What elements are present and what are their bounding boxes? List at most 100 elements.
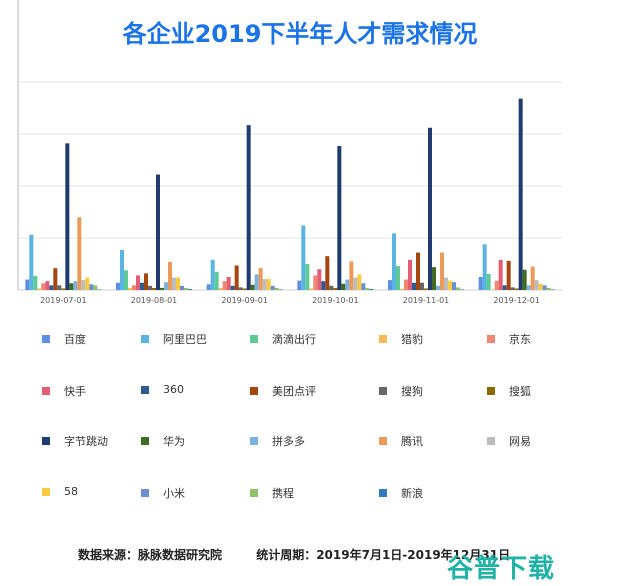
legend-swatch xyxy=(141,335,149,343)
bar-360-2019-10-01 xyxy=(321,281,326,290)
bar-搜狐-2019-12-01 xyxy=(514,288,519,290)
bar-网易-2019-07-01 xyxy=(81,280,86,290)
bar-搜狐-2019-11-01 xyxy=(424,288,428,290)
bar-京东-2019-07-01 xyxy=(41,283,46,290)
bar-阿里巴巴-2019-11-01 xyxy=(392,233,396,290)
legend-item[interactable]: 华为 xyxy=(141,433,185,449)
data-source: 数据来源：脉脉数据研究院 xyxy=(78,548,223,562)
legend-label: 58 xyxy=(64,485,78,498)
bar-华为-2019-07-01 xyxy=(69,283,74,290)
legend-item[interactable]: 快手 xyxy=(42,383,86,399)
legend-swatch xyxy=(141,437,149,445)
legend-item[interactable]: 字节跳动 xyxy=(42,433,108,449)
bar-携程-2019-07-01 xyxy=(93,285,98,290)
bar-携程-2019-09-01 xyxy=(274,287,279,290)
bar-携程-2019-12-01 xyxy=(546,287,551,290)
bar-京东-2019-09-01 xyxy=(222,281,227,290)
bar-拼多多-2019-12-01 xyxy=(526,285,531,290)
bar-携程-2019-10-01 xyxy=(365,287,370,290)
bar-腾讯-2019-11-01 xyxy=(440,252,444,290)
legend-label: 华为 xyxy=(163,435,185,448)
bar-快手-2019-10-01 xyxy=(317,269,322,290)
bar-滴滴出行-2019-07-01 xyxy=(33,275,38,290)
legend-item[interactable]: 滴滴出行 xyxy=(250,331,316,347)
bar-快手-2019-11-01 xyxy=(408,259,412,290)
bar-滴滴出行-2019-08-01 xyxy=(124,270,128,290)
legend-item[interactable]: 新浪 xyxy=(379,485,423,501)
legend-label: 美团点评 xyxy=(272,385,316,398)
bar-新浪-2019-11-01 xyxy=(460,289,464,290)
bar-新浪-2019-07-01 xyxy=(97,289,102,290)
bar-360-2019-08-01 xyxy=(140,282,144,290)
legend-item[interactable]: 猎豹 xyxy=(379,331,423,347)
legend-item[interactable]: 携程 xyxy=(250,485,294,501)
legend-item[interactable]: 360 xyxy=(141,383,184,396)
bar-百度-2019-10-01 xyxy=(297,280,302,290)
legend-swatch xyxy=(487,437,495,445)
legend-item[interactable]: 搜狗 xyxy=(379,383,423,399)
x-tick-label: 2019-12-01 xyxy=(493,296,540,305)
bar-美团点评-2019-12-01 xyxy=(506,260,511,290)
bar-华为-2019-11-01 xyxy=(432,267,436,290)
bar-搜狗-2019-12-01 xyxy=(510,287,515,290)
bar-美团点评-2019-10-01 xyxy=(325,256,330,290)
legend-item[interactable]: 58 xyxy=(42,485,78,498)
bar-美团点评-2019-11-01 xyxy=(416,252,420,290)
bar-腾讯-2019-10-01 xyxy=(349,261,354,290)
bar-滴滴出行-2019-11-01 xyxy=(396,266,400,290)
watermark: 谷普下载 xyxy=(447,554,556,584)
x-tick-label: 2019-09-01 xyxy=(221,296,268,305)
bar-小米-2019-09-01 xyxy=(270,285,275,290)
bar-搜狗-2019-08-01 xyxy=(148,285,152,290)
legend-item[interactable]: 小米 xyxy=(141,485,185,501)
legend-swatch xyxy=(42,487,50,496)
legend-label: 字节跳动 xyxy=(64,435,108,448)
bar-拼多多-2019-07-01 xyxy=(73,281,78,290)
bar-拼多多-2019-09-01 xyxy=(254,274,259,290)
legend-item[interactable]: 拼多多 xyxy=(250,433,305,449)
legend-item[interactable]: 京东 xyxy=(487,331,531,347)
x-tick-label: 2019-08-01 xyxy=(131,296,178,305)
bar-拼多多-2019-10-01 xyxy=(345,279,350,290)
bar-新浪-2019-10-01 xyxy=(369,288,374,290)
legend-label: 网易 xyxy=(509,435,531,448)
legend-swatch xyxy=(379,335,387,343)
legend-label: 搜狐 xyxy=(509,385,531,398)
legend-item[interactable]: 美团点评 xyxy=(250,383,316,399)
bar-滴滴出行-2019-10-01 xyxy=(305,264,310,290)
bar-阿里巴巴-2019-12-01 xyxy=(482,244,487,290)
legend-item[interactable]: 腾讯 xyxy=(379,433,423,449)
bar-华为-2019-09-01 xyxy=(250,284,255,290)
bar-小米-2019-07-01 xyxy=(89,284,94,290)
bar-字节跳动-2019-12-01 xyxy=(518,98,523,290)
bar-字节跳动-2019-08-01 xyxy=(156,174,160,290)
legend-label: 滴滴出行 xyxy=(272,333,316,346)
bar-百度-2019-08-01 xyxy=(116,282,120,290)
bar-快手-2019-08-01 xyxy=(136,275,140,290)
bar-58-2019-07-01 xyxy=(85,277,90,290)
bar-京东-2019-12-01 xyxy=(494,280,499,290)
legend-item[interactable]: 搜狐 xyxy=(487,383,531,399)
legend-label: 360 xyxy=(163,383,184,396)
legend-item[interactable]: 网易 xyxy=(487,433,531,449)
bar-58-2019-12-01 xyxy=(538,283,543,290)
bar-百度-2019-12-01 xyxy=(478,277,483,290)
bar-搜狐-2019-08-01 xyxy=(152,287,156,290)
footer: 数据来源：脉脉数据研究院 统计周期：2019年7月1日-2019年12月31日 xyxy=(78,546,540,563)
legend-swatch xyxy=(250,387,258,395)
bar-网易-2019-10-01 xyxy=(353,277,358,290)
bar-小米-2019-11-01 xyxy=(452,282,456,290)
legend-label: 小米 xyxy=(163,487,185,500)
bar-58-2019-08-01 xyxy=(176,277,180,290)
bar-58-2019-11-01 xyxy=(448,280,452,290)
legend-item[interactable]: 百度 xyxy=(42,331,86,347)
bar-新浪-2019-12-01 xyxy=(550,289,555,290)
bar-猎豹-2019-09-01 xyxy=(218,287,223,290)
bar-360-2019-07-01 xyxy=(49,285,54,290)
bar-阿里巴巴-2019-10-01 xyxy=(301,225,306,290)
bar-京东-2019-11-01 xyxy=(404,279,408,290)
legend-swatch xyxy=(379,437,387,445)
legend-item[interactable]: 阿里巴巴 xyxy=(141,331,207,347)
bar-京东-2019-10-01 xyxy=(313,275,318,290)
bar-猎豹-2019-11-01 xyxy=(400,288,404,290)
